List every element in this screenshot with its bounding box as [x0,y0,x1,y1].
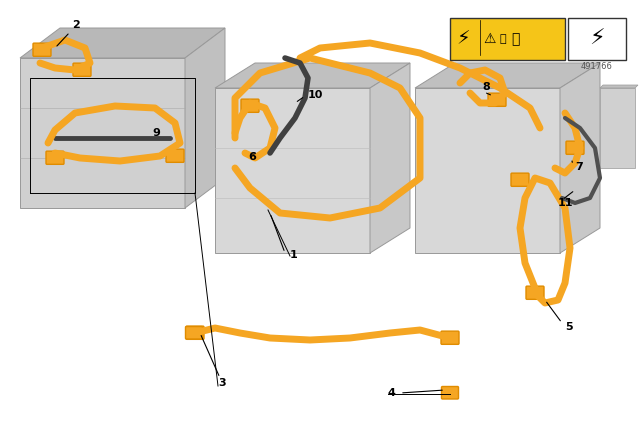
FancyBboxPatch shape [73,63,91,76]
Text: ⚡: ⚡ [456,30,470,48]
Text: 11: 11 [558,198,573,208]
Polygon shape [415,88,560,253]
FancyBboxPatch shape [511,173,529,186]
Text: 🧤: 🧤 [511,32,519,46]
FancyBboxPatch shape [450,18,565,60]
Polygon shape [415,63,600,88]
Text: 1: 1 [290,250,298,260]
Text: 9: 9 [152,128,160,138]
Text: ⚠: ⚠ [484,32,496,46]
FancyBboxPatch shape [441,331,459,345]
Text: 2: 2 [72,20,80,30]
Polygon shape [370,63,410,253]
Text: 8: 8 [482,82,490,92]
FancyBboxPatch shape [488,93,506,106]
Text: 491766: 491766 [581,61,613,70]
Text: ⚡: ⚡ [589,29,605,49]
FancyBboxPatch shape [442,387,458,399]
FancyBboxPatch shape [186,326,204,339]
Text: 4: 4 [388,388,396,398]
Polygon shape [185,28,225,208]
Polygon shape [560,63,600,253]
FancyBboxPatch shape [186,327,202,339]
FancyBboxPatch shape [526,286,544,299]
Text: 3: 3 [218,378,226,388]
Polygon shape [20,58,185,208]
Polygon shape [20,28,225,58]
FancyBboxPatch shape [241,99,259,112]
FancyBboxPatch shape [46,151,64,164]
Text: 7: 7 [575,162,583,172]
FancyBboxPatch shape [33,43,51,56]
Polygon shape [600,85,638,88]
FancyBboxPatch shape [166,149,184,162]
Polygon shape [215,88,370,253]
Polygon shape [215,63,410,88]
Text: 📖: 📖 [500,34,506,44]
Polygon shape [600,88,635,168]
Text: 6: 6 [248,152,256,162]
FancyBboxPatch shape [568,18,626,60]
Text: 10: 10 [308,90,323,100]
Text: 5: 5 [565,322,573,332]
FancyBboxPatch shape [566,141,584,154]
